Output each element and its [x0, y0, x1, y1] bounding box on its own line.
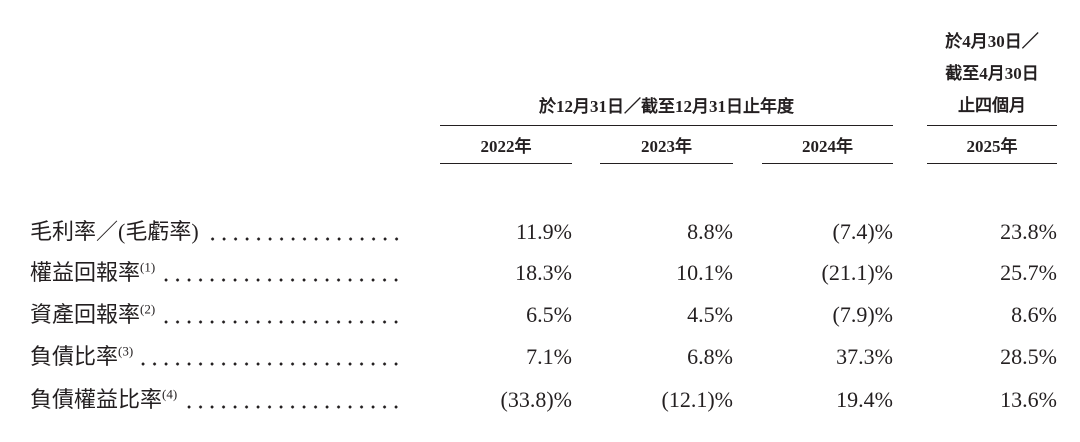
label-text: 毛利率／(毛虧率)	[30, 219, 199, 244]
year-rule	[762, 163, 893, 164]
label-text: 權益回報率	[30, 260, 141, 285]
row-label: 毛利率／(毛虧率)	[30, 218, 199, 246]
year-rule	[927, 163, 1057, 164]
cell-value: 6.8%	[687, 344, 733, 369]
period-title: 止四個月	[958, 96, 1026, 115]
dot-leader	[163, 320, 402, 324]
group-title: 於12月31日／截至12月31日止年度	[539, 97, 794, 116]
label-text: 負債權益比率	[30, 387, 163, 412]
cell-value: (7.4)%	[832, 219, 893, 244]
cell-value: 13.6%	[1000, 387, 1057, 412]
cell-value: 18.3%	[515, 260, 572, 285]
footnote-ref: (1)	[140, 259, 156, 275]
footnote-ref: (4)	[162, 386, 178, 402]
cell-value: 10.1%	[676, 260, 733, 285]
cell-value: 7.1%	[526, 344, 572, 369]
dot-leader	[141, 362, 402, 366]
cell-value: 19.4%	[836, 387, 893, 412]
group-rule	[440, 125, 893, 126]
cell-value: 28.5%	[1000, 344, 1057, 369]
period-rule	[927, 125, 1057, 126]
label-text: 資產回報率	[30, 302, 141, 327]
cell-value: (12.1)%	[661, 387, 733, 412]
cell-value: 8.8%	[687, 219, 733, 244]
cell-value: 8.6%	[1011, 302, 1057, 327]
period-title: 截至4月30日	[945, 64, 1039, 83]
year-header: 2022年	[480, 137, 532, 156]
cell-value: (21.1)%	[821, 260, 893, 285]
cell-value: 25.7%	[1000, 260, 1057, 285]
label-text: 負債比率	[30, 344, 119, 369]
cell-value: 37.3%	[836, 344, 893, 369]
footnote-ref: (2)	[140, 301, 156, 317]
cell-value: 6.5%	[526, 302, 572, 327]
row-label: 負債權益比率(4)	[30, 386, 177, 414]
row-label: 權益回報率(1)	[30, 259, 155, 287]
cell-value: (7.9)%	[832, 302, 893, 327]
dot-leader	[185, 405, 402, 409]
period-title: 於4月30日／	[945, 32, 1039, 51]
cell-value: 11.9%	[515, 219, 572, 244]
cell-value: 4.5%	[687, 302, 733, 327]
footnote-ref: (3)	[118, 343, 134, 359]
year-rule	[440, 163, 572, 164]
cell-value: 23.8%	[1000, 219, 1057, 244]
dot-leader	[163, 278, 402, 282]
cell-value: (33.8)%	[500, 387, 572, 412]
row-label: 資產回報率(2)	[30, 301, 155, 329]
year-header: 2024年	[802, 137, 853, 156]
year-rule	[600, 163, 733, 164]
year-header: 2023年	[641, 137, 692, 156]
dot-leader	[206, 237, 402, 241]
year-header: 2025年	[966, 137, 1018, 156]
row-label: 負債比率(3)	[30, 343, 133, 371]
